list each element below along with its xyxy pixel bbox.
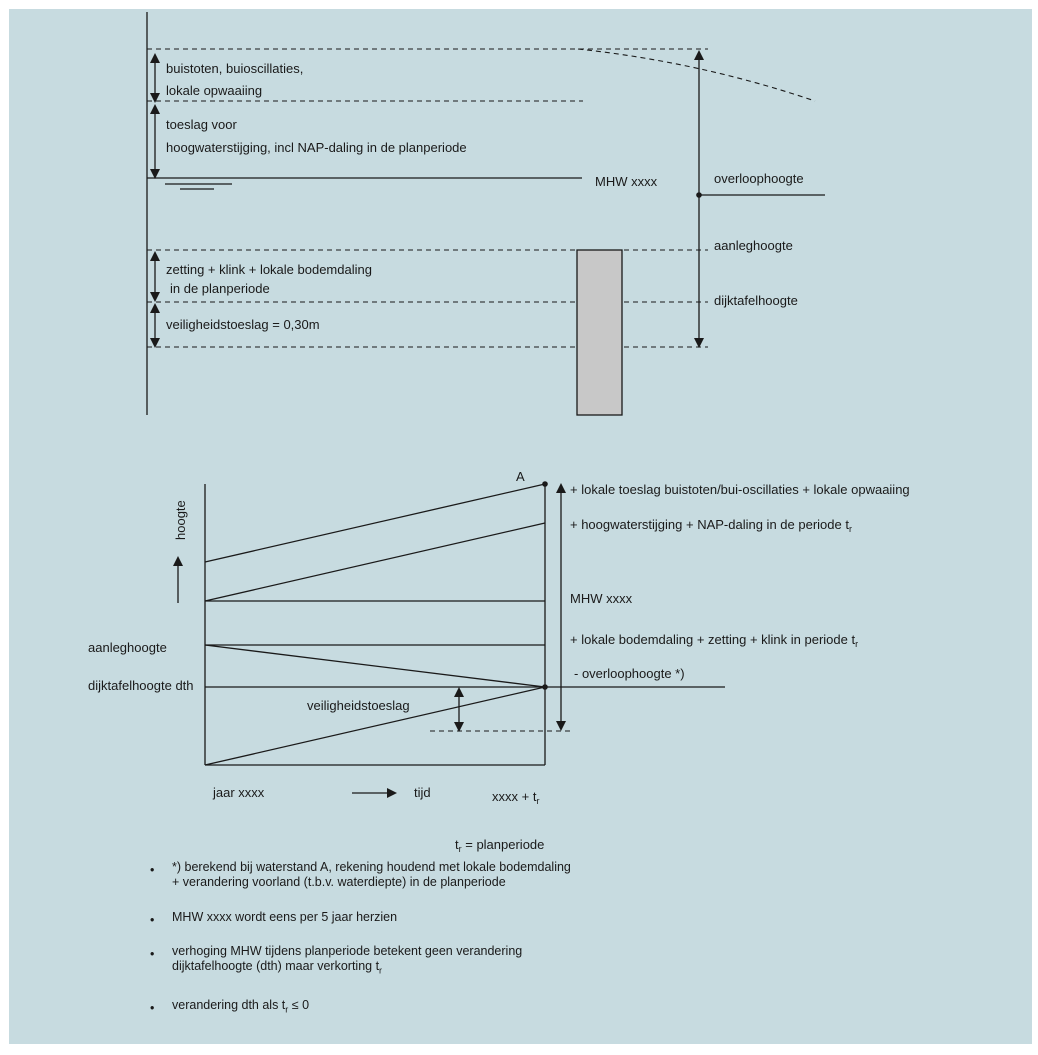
label-planperiode: tr = planperiode: [455, 837, 544, 854]
label-toeslag-2: hoogwaterstijging, incl NAP-daling in de…: [166, 140, 467, 155]
label-x-tijd: tijd: [414, 785, 431, 800]
label-right-4: + lokale bodemdaling + zetting + klink i…: [570, 632, 858, 649]
note-3-line-2-text: dijktafelhoogte (dth) maar verkorting t: [172, 959, 380, 973]
label-zetting-1: zetting + klink + lokale bodemdaling: [166, 262, 372, 277]
label-x-end: xxxx + tr: [492, 789, 539, 806]
note-1-line-1: *) berekend bij waterstand A, rekening h…: [172, 860, 571, 874]
note-4-text-a: verandering dth als t: [172, 997, 286, 1012]
label-right-3: MHW xxxx: [570, 591, 633, 606]
label-buistoten-2: lokale opwaaiing: [166, 83, 262, 98]
label-dijktafelhoogte: dijktafelhoogte: [714, 293, 798, 308]
label-left-aanleghoogte: aanleghoogte: [88, 640, 167, 655]
dike-block: [576, 249, 623, 416]
top-diagram: buistoten, buioscillaties, lokale opwaai…: [146, 12, 825, 416]
label-left-dth: dijktafelhoogte dth: [88, 678, 194, 693]
note-3-line-2: dijktafelhoogte (dth) maar verkorting tr: [172, 959, 870, 979]
line-to-point-a: [204, 483, 546, 563]
label-aanleghoogte: aanleghoogte: [714, 238, 793, 253]
curve-buistoten: [577, 48, 816, 102]
label-veiligheid: veiligheidstoeslag = 0,30m: [166, 317, 320, 332]
note-3-sub: r: [379, 965, 383, 976]
y-axis-label: hoogte: [173, 500, 188, 540]
note-3: verhoging MHW tijdens planperiode beteke…: [150, 944, 870, 979]
label-buistoten-1: buistoten, buioscillaties,: [166, 61, 303, 76]
note-1: *) berekend bij waterstand A, rekening h…: [150, 860, 870, 890]
label-right-2: + hoogwaterstijging + NAP-daling in de p…: [570, 517, 852, 534]
label-x-start: jaar xxxx: [212, 785, 265, 800]
note-1-line-2: + verandering voorland (t.b.v. waterdiep…: [172, 875, 506, 889]
note-4-sub: r: [285, 1004, 289, 1014]
note-2-text: MHW xxxx wordt eens per 5 jaar herzien: [172, 910, 398, 924]
label-overloophoogte: overloophoogte: [714, 171, 804, 186]
note-2: MHW xxxx wordt eens per 5 jaar herzien: [150, 910, 870, 928]
point-a: [542, 481, 548, 487]
label-right-5: - overloophoogte *): [574, 666, 685, 681]
note-4-text-b: ≤ 0: [288, 997, 310, 1012]
bottom-diagram: hoogte A aanleghoogte dijktafelhoogte dt…: [88, 469, 910, 854]
note-4: verandering dth als tr ≤ 0: [150, 998, 870, 1018]
notes-list: *) berekend bij waterstand A, rekening h…: [150, 850, 870, 1017]
label-right-1: + lokale toeslag buistoten/bui-oscillati…: [570, 482, 910, 497]
line-hoogwater: [204, 522, 546, 602]
label-toeslag-1: toeslag voor: [166, 117, 237, 132]
label-point-a: A: [516, 469, 525, 484]
note-3-line-1: verhoging MHW tijdens planperiode beteke…: [172, 944, 523, 958]
label-zetting-2: in de planperiode: [170, 281, 270, 296]
label-mhw: MHW xxxx: [595, 174, 658, 189]
line-bodemdaling: [204, 644, 546, 688]
line-veiligheid-slope: [204, 686, 546, 766]
label-veiligheid-bottom: veiligheidstoeslag: [307, 698, 410, 713]
